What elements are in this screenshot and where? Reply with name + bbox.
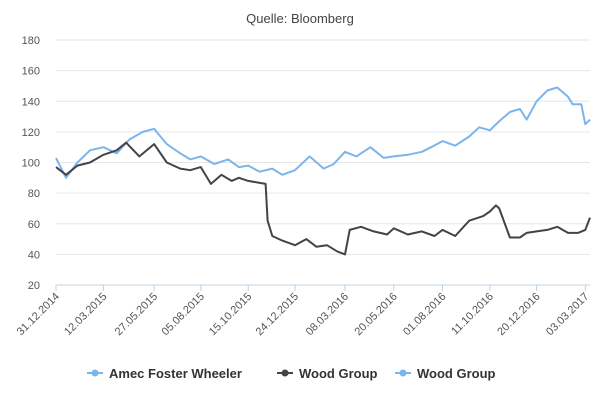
y-tick-label: 60 (28, 219, 40, 231)
series-line-1 (55, 141, 591, 256)
x-tick-label: 20.05.2016 (352, 291, 399, 338)
y-tick-label: 140 (22, 96, 40, 108)
x-tick-label: 08.03.2016 (304, 291, 351, 338)
y-tick-label: 100 (22, 158, 40, 170)
legend-item[interactable]: Wood Group (395, 366, 496, 381)
legend-label: Wood Group (299, 366, 378, 381)
grid-lines (56, 39, 590, 286)
x-tick-label: 24.12.2015 (254, 291, 301, 338)
legend-label: Wood Group (417, 366, 496, 381)
x-tick-label: 05.08.2015 (160, 291, 207, 338)
legend-marker (399, 369, 407, 377)
y-tick-label: 20 (28, 280, 40, 292)
x-tick-label: 20.12.2016 (495, 291, 542, 338)
y-tick-label: 180 (22, 35, 40, 47)
x-tick-label: 11.10.2016 (449, 291, 496, 338)
x-tick-label: 01.08.2016 (401, 291, 448, 338)
series-line-0 (55, 86, 591, 179)
x-tick-label: 27.05.2015 (113, 291, 160, 338)
y-axis-ticks: 20 40 60 80 100 120 140 160 180 (22, 35, 40, 292)
legend-marker (91, 369, 99, 377)
y-tick-label: 160 (22, 66, 40, 78)
legend-item[interactable]: Amec Foster Wheeler (87, 366, 242, 381)
x-axis: 31.12.2014 12.03.2015 27.05.2015 05.08.2015… (15, 284, 591, 338)
series-lines (55, 86, 591, 256)
chart-title: Quelle: Bloomberg (246, 11, 354, 26)
legend-label: Amec Foster Wheeler (109, 366, 242, 381)
legend: Amec Foster Wheeler Wood Group Wood Group (87, 366, 496, 381)
legend-item[interactable]: Wood Group (277, 366, 378, 381)
x-tick-label: 03.03.2017 (544, 291, 591, 338)
y-tick-label: 80 (28, 188, 40, 200)
x-tick-label: 12.03.2015 (62, 291, 109, 338)
y-tick-label: 120 (22, 127, 40, 139)
y-tick-label: 40 (28, 249, 40, 261)
legend-marker (281, 369, 289, 377)
x-tick-label: 31.12.2014 (15, 291, 62, 338)
x-tick-label: 15.10.2015 (207, 291, 254, 338)
